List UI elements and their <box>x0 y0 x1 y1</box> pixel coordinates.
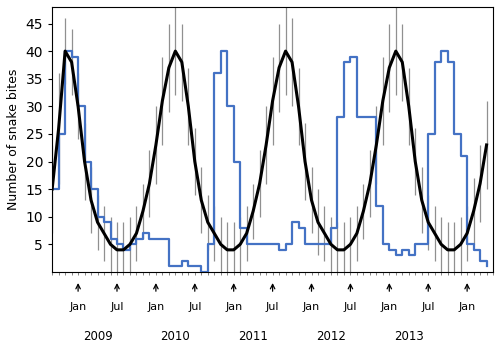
Text: Jan: Jan <box>458 302 475 312</box>
Text: 2010: 2010 <box>160 330 190 343</box>
Text: 2013: 2013 <box>394 330 424 343</box>
Text: Jul: Jul <box>188 302 202 312</box>
Text: Jan: Jan <box>380 302 398 312</box>
Text: Jul: Jul <box>422 302 435 312</box>
Text: Jan: Jan <box>225 302 242 312</box>
Text: Jan: Jan <box>148 302 164 312</box>
Text: 2012: 2012 <box>316 330 346 343</box>
Text: Jul: Jul <box>344 302 357 312</box>
Text: Jul: Jul <box>110 302 124 312</box>
Y-axis label: Number of snake bites: Number of snake bites <box>7 69 20 210</box>
Text: Jan: Jan <box>303 302 320 312</box>
Text: Jan: Jan <box>70 302 86 312</box>
Text: 2011: 2011 <box>238 330 268 343</box>
Text: Jul: Jul <box>266 302 280 312</box>
Text: 2009: 2009 <box>82 330 112 343</box>
